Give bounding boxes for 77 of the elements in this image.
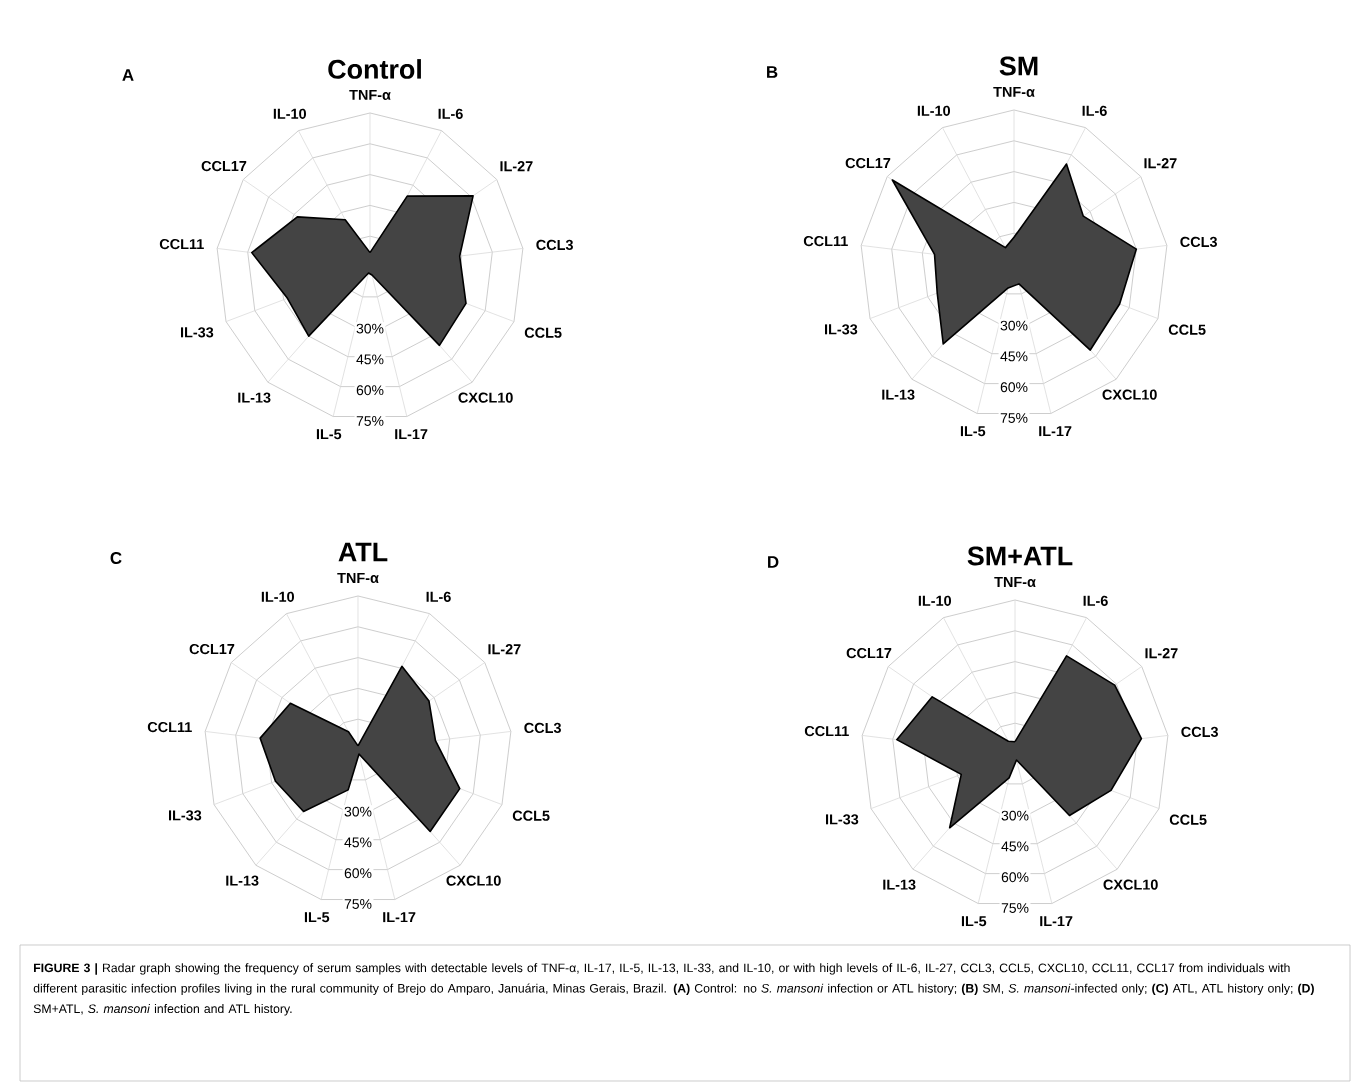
y-tick-label: 45% [1000, 351, 1028, 362]
y-tick-label: 75% [344, 899, 372, 909]
spoke-label: TNF-α [337, 572, 379, 584]
spoke-label: IL-33 [169, 810, 202, 821]
spoke-label: CXCL10 [1103, 879, 1158, 890]
spoke-label: IL-10 [917, 105, 951, 116]
spoke-label: CCL5 [524, 327, 562, 338]
spoke-label: CCL17 [189, 643, 235, 655]
chart-title: Control [328, 59, 421, 79]
y-tick-label: 60% [1001, 872, 1029, 883]
spoke-label: IL-6 [426, 591, 451, 602]
spoke-label: IL-17 [383, 912, 416, 923]
spoke-label: CCL3 [524, 722, 561, 734]
spoke-label: IL-10 [918, 595, 952, 606]
text: FIGURE 3 | Radar graph showing the frequency of serum samples with detectable levels of TNF-α, IL-17, IL-5, IL-13, IL-33, and IL-10, or with high levels of IL-6, IL-27, CCL3, CCL5, CXCL10, CCL11, CCL17 from individuals with different parasitic infection profiles living in the rural community of Brejo do Amparo, Januária, Minas Gerais, Brazil. (A) Control: no S. mansoni infection or ATL history; (B) SM, S. mansoni-infected only; (C) ATL, ATL history only; (D) SM+ATL, S. mansoni infection and ATL history. [33, 963, 1314, 1016]
spoke-label: IL-5 [961, 916, 987, 927]
spoke-label: IL-33 [825, 324, 858, 335]
spoke-label: CCL17 [846, 647, 892, 659]
spoke-label: CCL3 [1181, 726, 1218, 738]
spoke-label: IL-10 [261, 591, 294, 602]
chart-title: SM [999, 56, 1038, 76]
spoke-label: IL-5 [304, 912, 330, 923]
spoke-label: CCL3 [1180, 236, 1217, 248]
y-tick-label: 60% [1000, 382, 1028, 393]
spoke-label: IL-13 [226, 875, 259, 886]
y-tick-label: 45% [356, 354, 384, 365]
y-tick-label: 75% [356, 416, 384, 426]
spoke-label: IL-6 [1082, 105, 1107, 116]
spoke-label: IL-10 [273, 108, 306, 119]
text: A [122, 69, 134, 81]
chart-title: ATL [338, 542, 388, 562]
y-tick-label: 75% [1001, 903, 1029, 913]
spoke-label: TNF-α [993, 86, 1035, 98]
spoke-label: CCL5 [1168, 324, 1206, 335]
spoke-label: CCL3 [536, 239, 573, 251]
spoke-label: IL-33 [181, 327, 214, 338]
spoke-label: CCL17 [845, 157, 891, 169]
spoke-label: TNF-α [994, 576, 1036, 588]
spoke-label: IL-27 [1145, 648, 1178, 659]
spoke-label: IL-27 [1144, 158, 1177, 169]
spoke-label: CCL5 [512, 810, 550, 821]
y-tick-label: 60% [356, 385, 384, 396]
y-tick-label: 45% [1001, 841, 1029, 852]
spoke-label: IL-6 [438, 108, 463, 119]
spoke-label: CXCL10 [446, 875, 501, 886]
spoke-label: IL-5 [316, 429, 342, 440]
spoke-label: IL-17 [1039, 426, 1072, 437]
spoke-label: CCL11 [159, 238, 204, 250]
y-tick-label: 30% [1000, 320, 1028, 331]
spoke-label: IL-27 [488, 644, 521, 655]
chart-title: SM+ATL [967, 546, 1073, 566]
spoke-label: CCL17 [201, 160, 247, 172]
spoke-label: IL-13 [238, 392, 271, 403]
spoke-label: IL-17 [1040, 916, 1073, 927]
y-tick-label: 30% [344, 806, 372, 817]
text: C [110, 552, 122, 564]
y-tick-label: 30% [1001, 810, 1029, 821]
spoke-label: IL-27 [500, 161, 533, 172]
spoke-label: CXCL10 [1102, 389, 1157, 400]
spoke-label: CCL5 [1169, 814, 1207, 825]
spoke-label: TNF-α [349, 89, 391, 101]
spoke-label: CCL11 [803, 235, 848, 247]
spoke-label: IL-13 [883, 879, 916, 890]
spoke-label: CCL11 [804, 725, 849, 737]
text: D [768, 556, 779, 568]
spoke-label: IL-33 [826, 814, 859, 825]
y-tick-label: 30% [356, 323, 384, 334]
spoke-label: IL-17 [395, 429, 428, 440]
spoke-label: IL-6 [1083, 595, 1108, 606]
spoke-label: IL-13 [882, 389, 915, 400]
y-tick-label: 60% [344, 868, 372, 879]
spoke-label: CCL11 [147, 721, 192, 733]
spoke-label: CXCL10 [458, 392, 513, 403]
y-tick-label: 45% [344, 837, 372, 848]
spoke-label: IL-5 [960, 426, 986, 437]
y-tick-label: 75% [1000, 413, 1028, 423]
text: B [767, 66, 778, 78]
